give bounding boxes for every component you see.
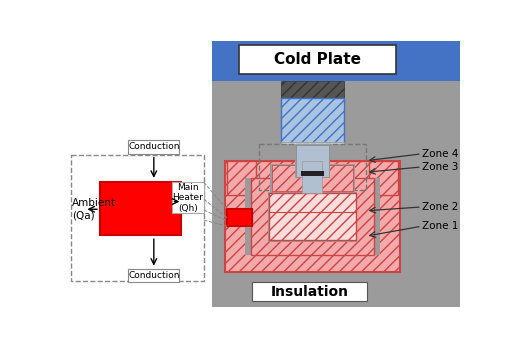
Bar xyxy=(72,155,204,281)
Bar xyxy=(225,161,400,273)
Bar xyxy=(281,141,344,144)
Bar xyxy=(259,144,366,190)
Bar xyxy=(256,161,369,195)
Bar xyxy=(295,144,330,178)
Text: Zone 3: Zone 3 xyxy=(422,162,458,172)
Bar xyxy=(100,182,181,235)
Bar xyxy=(172,182,204,213)
Bar xyxy=(303,144,323,161)
Text: Insulation: Insulation xyxy=(270,285,348,299)
Bar xyxy=(211,41,460,81)
Bar xyxy=(303,161,323,193)
Text: Conduction: Conduction xyxy=(128,271,180,280)
Bar xyxy=(301,171,324,176)
Bar xyxy=(301,171,324,176)
Bar xyxy=(251,178,374,255)
Bar xyxy=(281,81,344,98)
Text: Conduction: Conduction xyxy=(128,142,180,151)
Bar xyxy=(296,145,329,177)
Text: Main
Heater
(Qh): Main Heater (Qh) xyxy=(172,183,203,213)
Bar xyxy=(129,268,179,283)
Bar xyxy=(268,191,357,242)
Text: Zone 2: Zone 2 xyxy=(422,202,458,212)
Bar xyxy=(227,209,251,226)
Bar xyxy=(211,41,460,307)
Bar xyxy=(227,161,398,195)
Bar xyxy=(256,161,369,195)
Bar xyxy=(245,178,380,255)
Bar xyxy=(272,165,353,191)
Bar xyxy=(269,193,355,240)
Text: Zone 1: Zone 1 xyxy=(422,221,458,231)
Bar xyxy=(281,98,344,143)
Bar xyxy=(65,41,211,307)
Bar xyxy=(129,140,179,154)
Bar xyxy=(270,164,355,192)
Text: Zone 4: Zone 4 xyxy=(422,149,458,159)
Bar xyxy=(251,283,367,301)
Text: Ambient
(Qa): Ambient (Qa) xyxy=(72,198,116,220)
Text: Cold Plate: Cold Plate xyxy=(273,52,360,67)
Bar xyxy=(239,45,396,74)
